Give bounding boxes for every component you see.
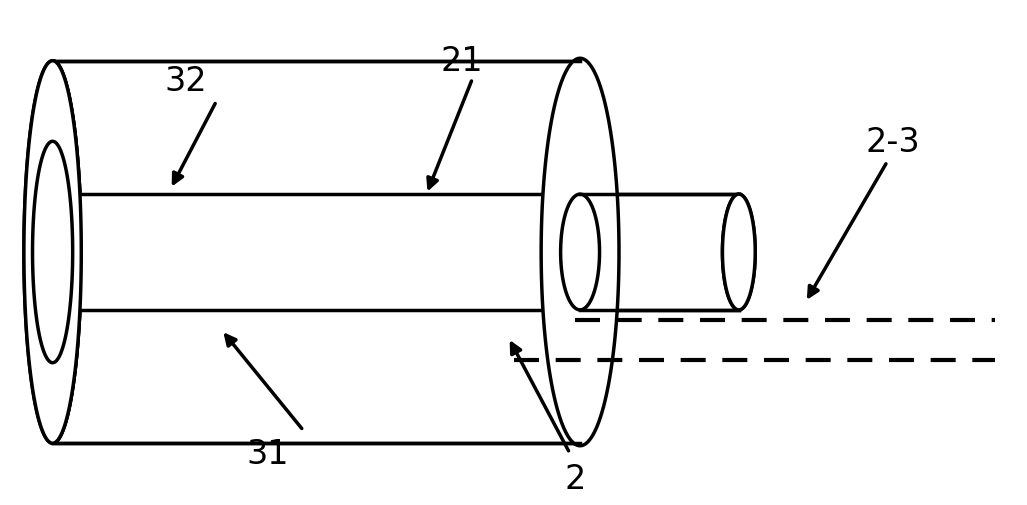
Polygon shape	[46, 195, 79, 310]
Polygon shape	[46, 195, 79, 310]
Polygon shape	[53, 220, 73, 285]
Polygon shape	[52, 62, 575, 443]
Polygon shape	[722, 195, 755, 310]
Polygon shape	[33, 142, 73, 363]
Polygon shape	[24, 62, 81, 443]
Polygon shape	[722, 195, 755, 310]
Text: 32: 32	[164, 65, 207, 98]
Text: 21: 21	[441, 45, 484, 78]
Polygon shape	[63, 195, 738, 310]
Text: 31: 31	[246, 437, 289, 470]
Polygon shape	[541, 59, 619, 446]
Polygon shape	[24, 62, 81, 443]
Text: 2: 2	[564, 462, 585, 495]
Polygon shape	[53, 220, 73, 285]
Text: 2-3: 2-3	[865, 126, 920, 159]
Polygon shape	[33, 142, 73, 363]
Polygon shape	[561, 195, 600, 310]
